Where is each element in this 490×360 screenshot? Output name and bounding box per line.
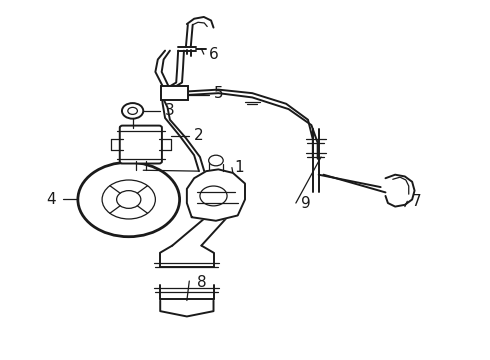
- Text: 4: 4: [47, 192, 56, 207]
- Circle shape: [200, 186, 227, 206]
- Text: 3: 3: [165, 103, 175, 118]
- Text: 6: 6: [209, 47, 219, 62]
- Circle shape: [209, 155, 223, 166]
- Circle shape: [117, 191, 141, 208]
- Text: 1: 1: [234, 160, 244, 175]
- Bar: [161, 86, 188, 100]
- FancyBboxPatch shape: [120, 126, 162, 163]
- Circle shape: [122, 103, 143, 119]
- Text: 8: 8: [196, 275, 206, 290]
- Circle shape: [102, 180, 155, 219]
- Text: 7: 7: [412, 194, 422, 209]
- Polygon shape: [187, 169, 245, 221]
- Circle shape: [78, 162, 180, 237]
- Text: 9: 9: [301, 195, 311, 211]
- Circle shape: [128, 107, 137, 114]
- Text: 2: 2: [194, 128, 204, 143]
- Text: 5: 5: [214, 86, 223, 101]
